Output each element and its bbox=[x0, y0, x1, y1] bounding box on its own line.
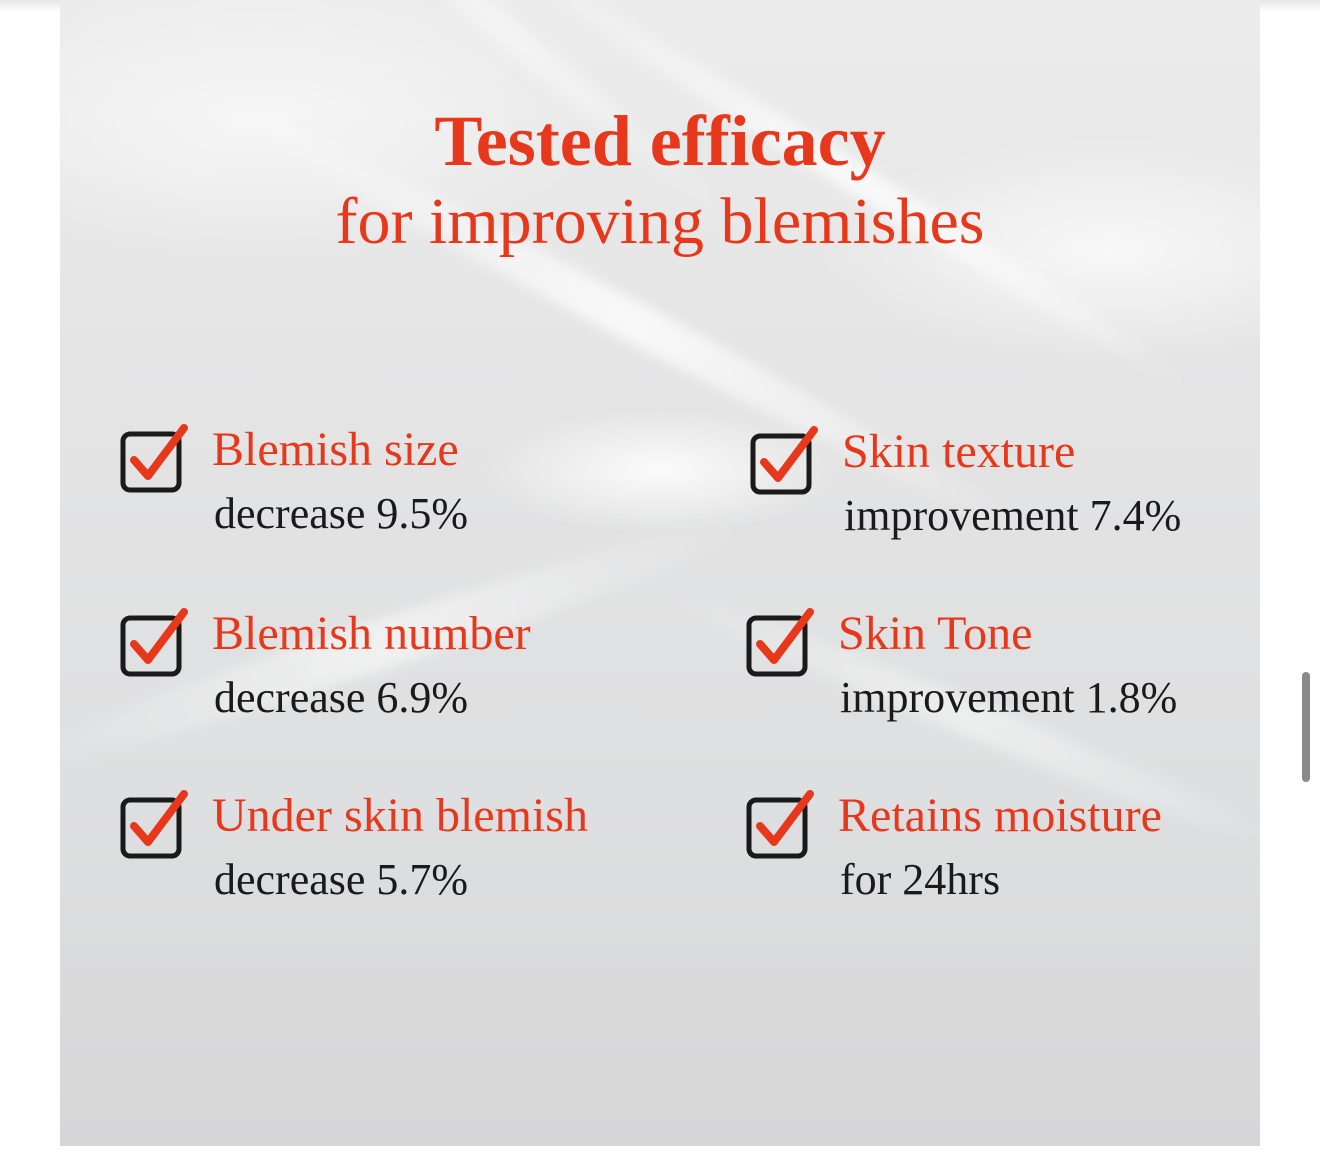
checkbox-checked-icon bbox=[120, 424, 188, 493]
item-value: decrease 9.5% bbox=[214, 489, 469, 538]
item-label: Blemish size bbox=[212, 423, 459, 476]
item-label: Under skin blemish bbox=[212, 789, 588, 842]
item-label: Retains moisture bbox=[838, 789, 1162, 842]
item-value: decrease 5.7% bbox=[214, 855, 469, 904]
efficacy-item-blemish-size: Blemish size decrease 9.5% bbox=[120, 423, 640, 554]
item-value: for 24hrs bbox=[840, 855, 1001, 904]
checkbox-checked-icon bbox=[120, 608, 188, 677]
efficacy-item-retains-moisture: Retains moisture for 24hrs bbox=[746, 789, 1260, 920]
item-label: Skin texture bbox=[842, 425, 1076, 478]
page-title: Tested efficacy for improving blemishes bbox=[60, 100, 1260, 262]
efficacy-item-under-skin-blemish: Under skin blemish decrease 5.7% bbox=[120, 789, 640, 920]
checkbox-checked-icon bbox=[746, 608, 814, 677]
item-value: decrease 6.9% bbox=[214, 673, 469, 722]
scrollbar[interactable] bbox=[1302, 672, 1310, 782]
title-subtitle: for improving blemishes bbox=[335, 185, 985, 258]
item-value: improvement 7.4% bbox=[844, 491, 1182, 540]
item-value: improvement 1.8% bbox=[840, 673, 1178, 722]
efficacy-panel: Tested efficacy for improving blemishes … bbox=[60, 0, 1260, 1146]
efficacy-item-blemish-number: Blemish number decrease 6.9% bbox=[120, 607, 640, 738]
title-main: Tested efficacy bbox=[434, 101, 886, 181]
item-label: Skin Tone bbox=[838, 607, 1033, 660]
checkbox-checked-icon bbox=[120, 790, 188, 859]
item-label: Blemish number bbox=[212, 607, 531, 660]
checkbox-checked-icon bbox=[746, 790, 814, 859]
checkbox-checked-icon bbox=[750, 426, 818, 495]
efficacy-item-skin-tone: Skin Tone improvement 1.8% bbox=[746, 607, 1260, 738]
efficacy-item-skin-texture: Skin texture improvement 7.4% bbox=[750, 425, 1260, 556]
